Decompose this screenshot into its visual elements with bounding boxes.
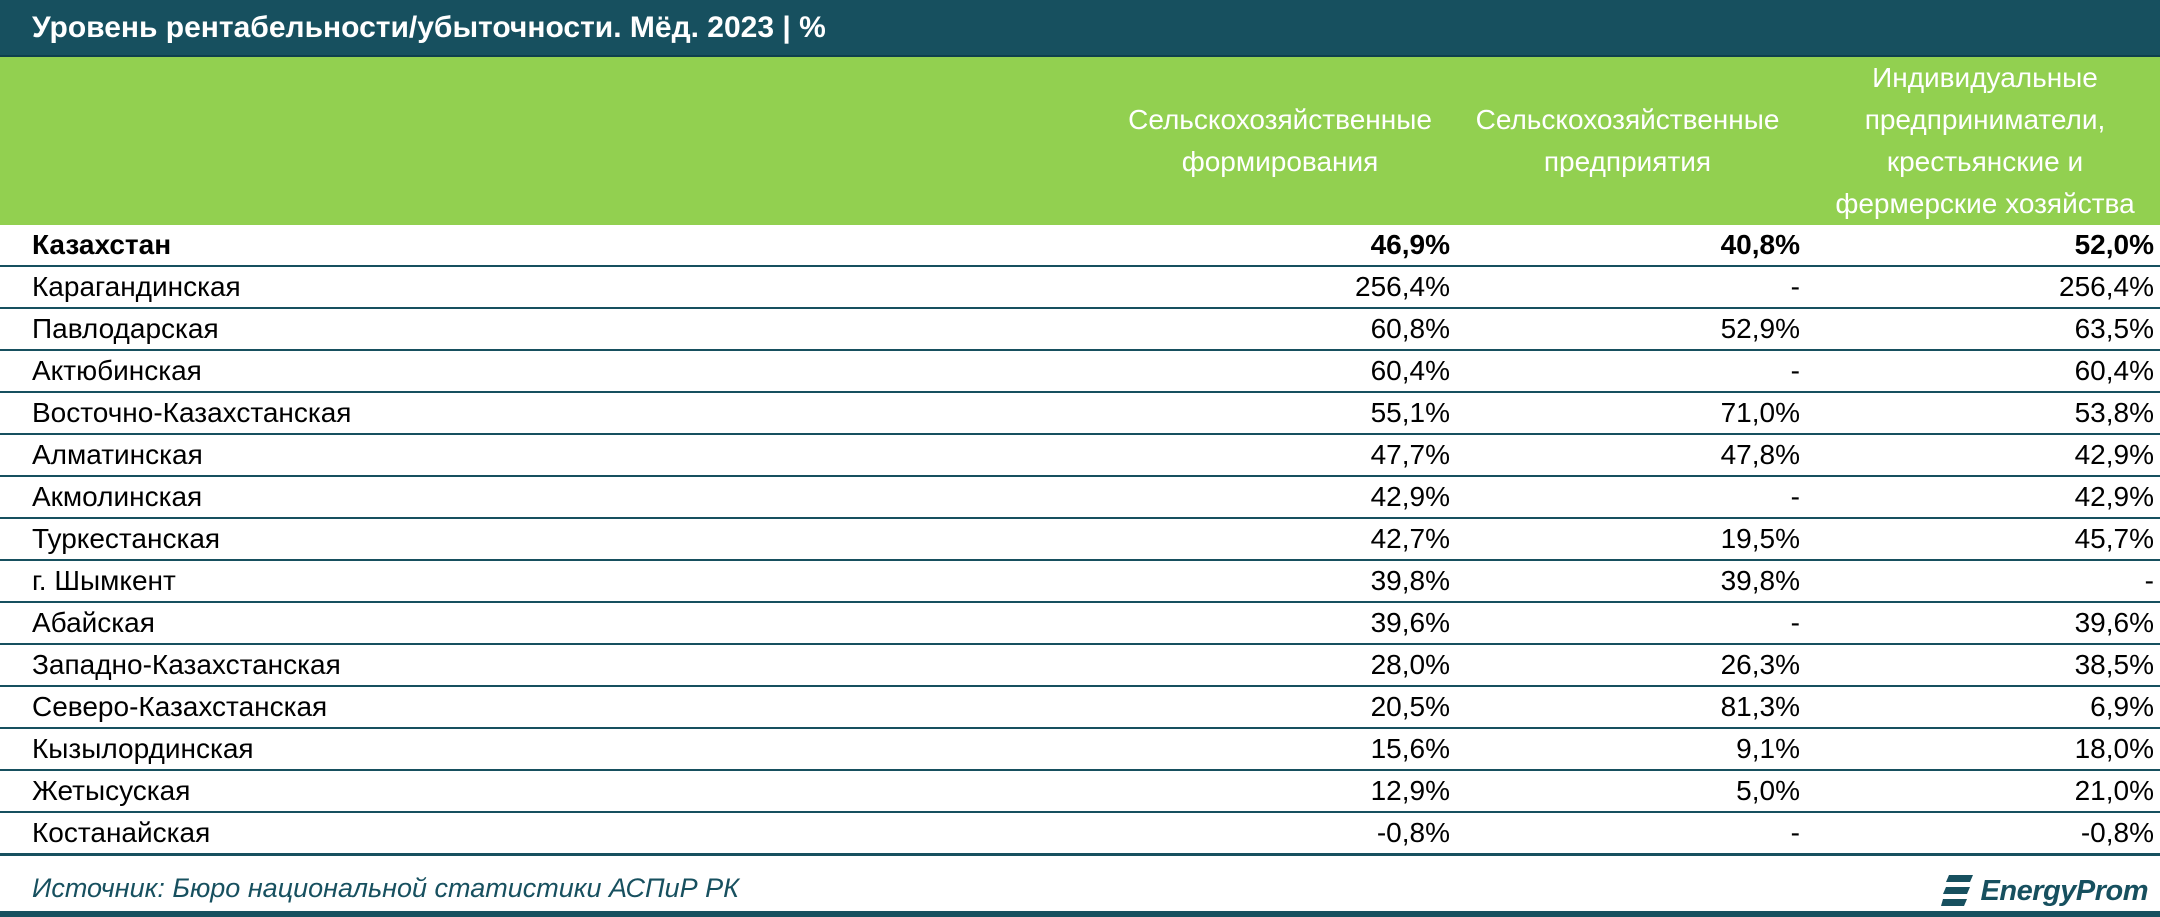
table-row: Алматинская 47,7% 47,8% 42,9% xyxy=(0,435,2160,477)
column-header-agri-enterprises: Сельскохозяйственные предприятия xyxy=(1460,99,1795,183)
value-individual-farms: 6,9% xyxy=(2090,691,2154,722)
value-agri-formations: 46,9% xyxy=(1370,229,1450,260)
energyprom-logo: EnergyProm xyxy=(1940,869,2149,913)
value-individual-farms: 60,4% xyxy=(2074,355,2154,386)
page-title: Уровень рентабельности/убыточности. Мёд.… xyxy=(32,10,826,44)
table-row: Жетысуская 12,9% 5,0% 21,0% xyxy=(0,771,2160,813)
value-individual-farms: 38,5% xyxy=(2074,649,2154,680)
value-agri-formations: 47,7% xyxy=(1370,439,1450,470)
region-name: Акмолинская xyxy=(32,481,203,512)
value-individual-farms: 63,5% xyxy=(2074,313,2154,344)
table-row: Павлодарская 60,8% 52,9% 63,5% xyxy=(0,309,2160,351)
value-agri-enterprises: 9,1% xyxy=(1736,733,1800,764)
value-agri-enterprises: - xyxy=(1790,271,1800,302)
table-row: Туркестанская 42,7% 19,5% 45,7% xyxy=(0,519,2160,561)
region-name: Западно-Казахстанская xyxy=(32,649,341,680)
table-row: г. Шымкент 39,8% 39,8% - xyxy=(0,561,2160,603)
value-agri-enterprises: - xyxy=(1790,355,1800,386)
value-agri-enterprises: - xyxy=(1790,817,1800,848)
table-body: Казахстан 46,9% 40,8% 52,0% Карагандинская 25… xyxy=(0,225,2160,856)
value-individual-farms: 52,0% xyxy=(2074,229,2154,260)
table-row: Восточно-Казахстанская 55,1% 71,0% 53,8% xyxy=(0,393,2160,435)
value-individual-farms: 42,9% xyxy=(2074,481,2154,512)
bottom-band xyxy=(0,911,2160,917)
value-agri-enterprises: 5,0% xyxy=(1736,775,1800,806)
value-individual-farms: 21,0% xyxy=(2074,775,2154,806)
value-individual-farms: 256,4% xyxy=(2059,271,2154,302)
column-header-line: предприниматели, xyxy=(1864,104,2106,135)
value-agri-formations: 20,5% xyxy=(1370,691,1450,722)
region-name: Павлодарская xyxy=(32,313,219,344)
region-name: Костанайская xyxy=(32,817,211,848)
table-header: Сельскохозяйственные формирования Сельск… xyxy=(0,57,2160,225)
value-agri-enterprises: 40,8% xyxy=(1720,229,1800,260)
region-name: Кызылординская xyxy=(32,733,254,764)
table-row: Карагандинская 256,4% - 256,4% xyxy=(0,267,2160,309)
table-row: Акмолинская 42,9% - 42,9% xyxy=(0,477,2160,519)
value-individual-farms: 39,6% xyxy=(2074,607,2154,638)
value-agri-formations: 39,6% xyxy=(1370,607,1450,638)
value-individual-farms: 45,7% xyxy=(2074,523,2154,554)
region-name: Актюбинская xyxy=(32,355,202,386)
value-individual-farms: 18,0% xyxy=(2074,733,2154,764)
column-header-line: формирования xyxy=(1181,146,1379,177)
title-bar: Уровень рентабельности/убыточности. Мёд.… xyxy=(0,0,2160,55)
value-agri-formations: -0,8% xyxy=(1376,817,1450,848)
logo-text: EnergyProm xyxy=(1980,874,2149,907)
energyprom-logo-icon xyxy=(1940,875,1973,906)
value-agri-formations: 42,7% xyxy=(1370,523,1450,554)
value-agri-enterprises: 19,5% xyxy=(1720,523,1800,554)
value-individual-farms: -0,8% xyxy=(2080,817,2154,848)
table-row: Костанайская -0,8% - -0,8% xyxy=(0,813,2160,856)
footer: Источник: Бюро национальной статистики А… xyxy=(0,863,2160,917)
value-agri-formations: 12,9% xyxy=(1370,775,1450,806)
region-name: Карагандинская xyxy=(32,271,241,302)
value-agri-enterprises: 47,8% xyxy=(1720,439,1800,470)
region-name: Восточно-Казахстанская xyxy=(32,397,352,428)
column-header-line: Сельскохозяйственные xyxy=(1128,104,1432,135)
region-name: Абайская xyxy=(32,607,155,638)
source-note: Источник: Бюро национальной статистики А… xyxy=(32,873,740,903)
table-row: Западно-Казахстанская 28,0% 26,3% 38,5% xyxy=(0,645,2160,687)
region-name: Северо-Казахстанская xyxy=(32,691,328,722)
value-agri-enterprises: - xyxy=(1790,607,1800,638)
region-name: Алматинская xyxy=(32,439,203,470)
column-header-individual-farms: Индивидуальные предприниматели, крестьян… xyxy=(1815,57,2155,225)
value-agri-formations: 15,6% xyxy=(1370,733,1450,764)
table-row: Абайская 39,6% - 39,6% xyxy=(0,603,2160,645)
column-header-agri-formations: Сельскохозяйственные формирования xyxy=(1115,99,1445,183)
table-row-total: Казахстан 46,9% 40,8% 52,0% xyxy=(0,225,2160,267)
value-agri-formations: 60,4% xyxy=(1370,355,1450,386)
region-name: Жетысуская xyxy=(32,775,191,806)
region-name: Казахстан xyxy=(32,229,172,260)
value-agri-formations: 28,0% xyxy=(1370,649,1450,680)
region-name: г. Шымкент xyxy=(32,565,176,596)
value-agri-formations: 39,8% xyxy=(1370,565,1450,596)
value-agri-formations: 42,9% xyxy=(1370,481,1450,512)
value-individual-farms: 53,8% xyxy=(2074,397,2154,428)
title-divider xyxy=(0,55,2160,57)
value-agri-enterprises: 26,3% xyxy=(1720,649,1800,680)
value-agri-formations: 55,1% xyxy=(1370,397,1450,428)
column-header-line: Сельскохозяйственные xyxy=(1475,104,1780,135)
value-agri-enterprises: 71,0% xyxy=(1720,397,1800,428)
column-header-line: крестьянские и xyxy=(1886,146,2084,177)
region-name: Туркестанская xyxy=(32,523,221,554)
value-agri-enterprises: 52,9% xyxy=(1720,313,1800,344)
value-individual-farms: 42,9% xyxy=(2074,439,2154,470)
column-header-line: предприятия xyxy=(1543,146,1712,177)
column-header-line: Индивидуальные xyxy=(1872,62,2098,93)
table-row: Кызылординская 15,6% 9,1% 18,0% xyxy=(0,729,2160,771)
column-header-line: фермерские хозяйства xyxy=(1835,188,2135,219)
value-individual-farms: - xyxy=(2144,565,2154,596)
value-agri-formations: 60,8% xyxy=(1370,313,1450,344)
table-row: Актюбинская 60,4% - 60,4% xyxy=(0,351,2160,393)
value-agri-enterprises: - xyxy=(1790,481,1800,512)
value-agri-formations: 256,4% xyxy=(1355,271,1450,302)
value-agri-enterprises: 81,3% xyxy=(1720,691,1800,722)
table-row: Северо-Казахстанская 20,5% 81,3% 6,9% xyxy=(0,687,2160,729)
value-agri-enterprises: 39,8% xyxy=(1720,565,1800,596)
